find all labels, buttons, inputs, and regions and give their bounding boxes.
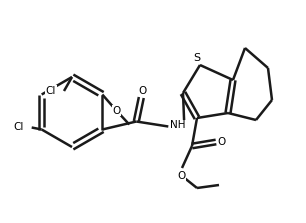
Text: O: O — [138, 85, 147, 95]
Text: Cl: Cl — [13, 122, 24, 132]
Text: Cl: Cl — [46, 86, 56, 96]
Text: NH: NH — [170, 120, 185, 130]
Text: O: O — [177, 171, 185, 181]
Text: S: S — [193, 53, 200, 63]
Text: O: O — [218, 137, 226, 147]
Text: O: O — [112, 105, 121, 116]
